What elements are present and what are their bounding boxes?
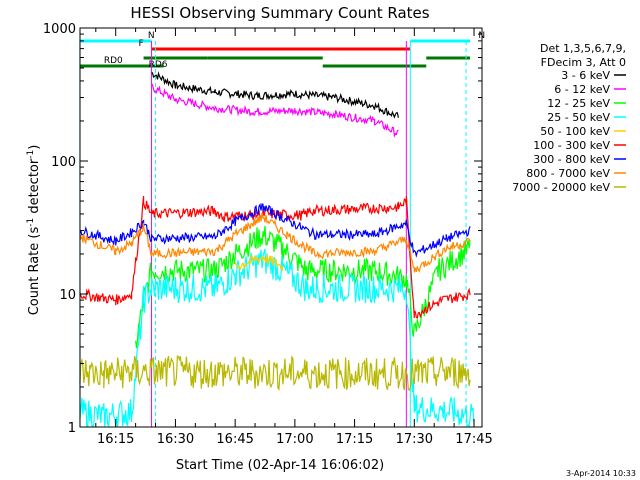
x-tick-label: 17:15 xyxy=(336,432,373,447)
legend-label: 6 - 12 keV xyxy=(554,83,610,96)
series-line xyxy=(79,212,471,273)
series-line xyxy=(79,248,475,429)
legend-label: 7000 - 20000 keV xyxy=(512,181,610,194)
footer-timestamp: 3-Apr-2014 10:33 xyxy=(566,469,636,478)
x-axis-label: Start Time (02-Apr-14 16:06:02) xyxy=(176,458,384,473)
x-tick-label: 17:00 xyxy=(276,432,313,447)
series-line xyxy=(79,354,471,391)
y-tick-label: 100 xyxy=(51,155,76,170)
x-tick-label: 16:30 xyxy=(157,432,194,447)
x-tick-label: 17:45 xyxy=(455,432,492,447)
series-line xyxy=(150,83,399,138)
legend-label: 12 - 25 keV xyxy=(547,97,610,110)
series-line xyxy=(135,225,471,349)
legend-label: 50 - 100 keV xyxy=(540,125,610,138)
flag-label: F xyxy=(139,39,144,49)
chart-title: HESSI Observing Summary Count Rates xyxy=(130,4,429,22)
legend: Det 1,3,5,6,7,9,FDecim 3, Att 03 - 6 keV… xyxy=(512,42,626,194)
legend-title: Det 1,3,5,6,7,9, xyxy=(540,42,626,55)
y-tick-label: 10 xyxy=(59,288,76,303)
legend-label: 3 - 6 keV xyxy=(561,69,610,82)
series-line xyxy=(151,71,399,119)
axes: 1 10 100 1000 16:15 16:30 16:45 17:00 17:15 17:30… xyxy=(43,22,493,447)
legend-label: 800 - 7000 keV xyxy=(526,167,610,180)
legend-label: 25 - 50 keV xyxy=(547,111,610,124)
flag-label: RD0 xyxy=(104,56,123,66)
x-tick-label: 16:15 xyxy=(97,432,134,447)
x-tick-label: 16:45 xyxy=(216,432,253,447)
legend-label: 300 - 800 keV xyxy=(533,153,610,166)
flag-label: N xyxy=(148,31,155,41)
plot-frame xyxy=(79,27,483,428)
series-line xyxy=(79,195,471,320)
legend-title: FDecim 3, Att 0 xyxy=(541,56,626,69)
series-line xyxy=(234,254,284,272)
legend-label: 100 - 300 keV xyxy=(533,139,610,152)
x-tick-label: 17:30 xyxy=(396,432,433,447)
y-axis-label: Count Rate (s-1 detector-1) xyxy=(26,145,42,316)
flag-label: RD6 xyxy=(149,60,168,70)
y-tick-label: 1000 xyxy=(43,22,76,37)
y-tick-label: 1 xyxy=(68,421,76,436)
